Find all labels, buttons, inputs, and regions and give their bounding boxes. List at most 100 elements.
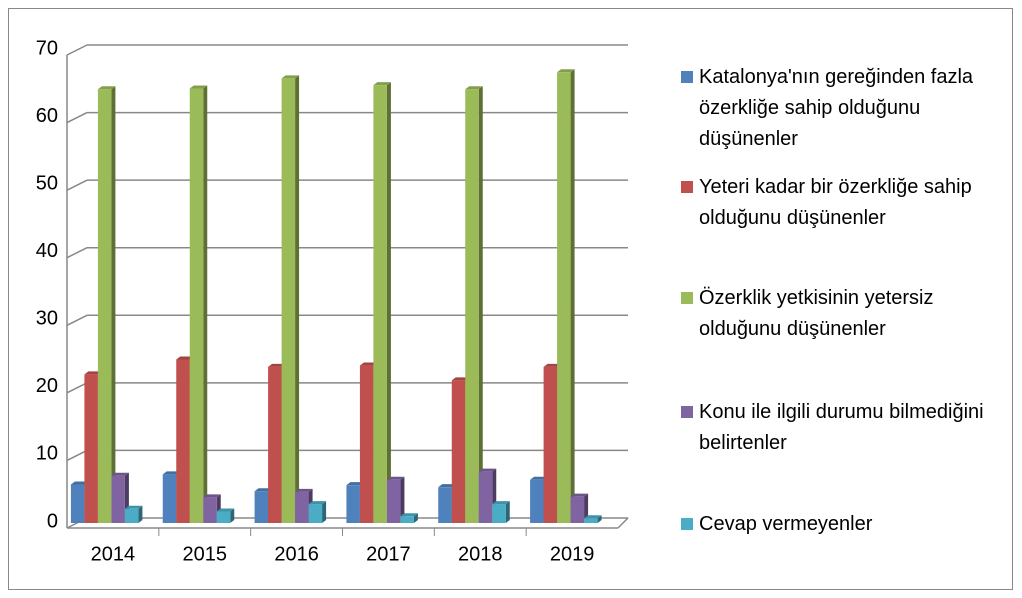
bar-front bbox=[268, 366, 282, 523]
bar-top bbox=[295, 488, 313, 492]
bar bbox=[124, 505, 143, 523]
bar-front bbox=[386, 479, 401, 523]
x-tick-label: 2018 bbox=[458, 543, 503, 565]
bar-top bbox=[492, 501, 510, 505]
legend-entry: Katalonya'nın gereğinden fazla özerkliğe… bbox=[681, 62, 1001, 155]
x-tick-label: 2014 bbox=[91, 543, 136, 565]
bar-side bbox=[386, 82, 391, 523]
bar-front bbox=[97, 89, 112, 523]
legend-swatch bbox=[681, 292, 693, 304]
bar-front bbox=[254, 491, 269, 523]
bar-top bbox=[373, 82, 391, 86]
bar-side bbox=[597, 515, 602, 523]
bar-front bbox=[570, 496, 585, 523]
bar-front bbox=[359, 365, 374, 523]
grid-line-side bbox=[66, 179, 88, 191]
bar-top bbox=[570, 493, 589, 497]
legend-entry: Cevap vermeyenler bbox=[681, 509, 1001, 540]
bar-top bbox=[216, 508, 235, 512]
bar bbox=[570, 493, 589, 523]
bar-side bbox=[203, 85, 208, 523]
bar-front bbox=[584, 518, 598, 523]
legend-entry: Özerklik yetkisinin yetersiz olduğunu dü… bbox=[681, 283, 1001, 345]
grid-line-side bbox=[66, 449, 88, 462]
bar-top bbox=[162, 471, 181, 475]
bar-top bbox=[189, 85, 208, 89]
bar-top bbox=[111, 472, 129, 476]
y-tick-label: 30 bbox=[36, 308, 58, 330]
bar-top bbox=[543, 363, 562, 367]
bar bbox=[373, 82, 391, 523]
y-tick-label: 0 bbox=[47, 510, 58, 532]
bar bbox=[492, 501, 510, 523]
y-tick-label: 60 bbox=[36, 105, 58, 127]
legend-entry: Konu ile ilgili durumu bilmediğini belir… bbox=[681, 397, 1001, 459]
bar-top bbox=[124, 505, 143, 509]
bar bbox=[386, 476, 405, 523]
bar-front bbox=[557, 72, 571, 523]
y-tick-label: 20 bbox=[36, 375, 58, 397]
bar-front bbox=[492, 504, 506, 523]
bar bbox=[97, 86, 116, 523]
floor-edge bbox=[617, 517, 629, 529]
bar bbox=[216, 508, 235, 523]
grid-line-side bbox=[66, 314, 88, 326]
y-tick-label: 70 bbox=[36, 37, 58, 59]
grid-line-side bbox=[66, 44, 88, 56]
bar bbox=[557, 69, 575, 523]
bar-front bbox=[346, 485, 360, 523]
bar-top bbox=[346, 482, 364, 486]
bar-side bbox=[413, 513, 418, 523]
bar-front bbox=[543, 366, 558, 523]
x-tick-label: 2015 bbox=[183, 543, 228, 565]
grid-line-side bbox=[66, 382, 88, 394]
bar bbox=[281, 75, 300, 523]
legend-label: Konu ile ilgili durumu bilmediğini belir… bbox=[699, 401, 984, 454]
x-tick-label: 2016 bbox=[274, 543, 319, 565]
y-tick-label: 50 bbox=[36, 172, 58, 194]
bar-top bbox=[268, 363, 286, 367]
legend-entry: Yeteri kadar bir özerkliğe sahip olduğun… bbox=[681, 172, 1001, 234]
legend-swatch bbox=[681, 518, 693, 530]
bar-side bbox=[584, 493, 589, 523]
grid-line-side bbox=[66, 247, 88, 259]
bar-side bbox=[322, 501, 327, 523]
bar bbox=[400, 513, 418, 523]
bar-top bbox=[386, 476, 405, 480]
bar-front bbox=[124, 508, 139, 523]
y-tick-label: 40 bbox=[36, 240, 58, 262]
bar-front bbox=[189, 88, 204, 523]
bar-front bbox=[438, 487, 452, 523]
bar-top bbox=[438, 484, 456, 488]
legend-swatch bbox=[681, 71, 693, 83]
legend-swatch bbox=[681, 406, 693, 418]
bar-front bbox=[162, 474, 177, 523]
legend-label: Özerklik yetkisinin yetersiz olduğunu dü… bbox=[699, 287, 934, 340]
bar-top bbox=[84, 371, 102, 375]
bar-front bbox=[84, 374, 98, 523]
bar-top bbox=[203, 494, 221, 498]
bar-side bbox=[111, 86, 116, 523]
bar-front bbox=[308, 504, 323, 523]
x-tick-label: 2019 bbox=[550, 543, 595, 565]
bar bbox=[465, 86, 483, 523]
bar-top bbox=[478, 468, 497, 472]
bar-top bbox=[584, 515, 602, 519]
bar-top bbox=[530, 476, 548, 480]
bar-side bbox=[570, 69, 575, 523]
bar-top bbox=[308, 501, 327, 505]
bar-top bbox=[400, 513, 418, 517]
bar-top bbox=[281, 75, 300, 79]
y-tick-label: 10 bbox=[36, 443, 58, 465]
bar-side bbox=[230, 508, 235, 523]
bar-top bbox=[97, 86, 116, 90]
bar-front bbox=[295, 491, 309, 523]
grid-line-side bbox=[66, 111, 88, 124]
legend-swatch bbox=[681, 181, 693, 193]
bar-side bbox=[478, 86, 483, 523]
bar-top bbox=[359, 362, 378, 366]
bar-side bbox=[505, 501, 510, 523]
bar-front bbox=[176, 359, 190, 523]
bar-side bbox=[295, 75, 300, 523]
